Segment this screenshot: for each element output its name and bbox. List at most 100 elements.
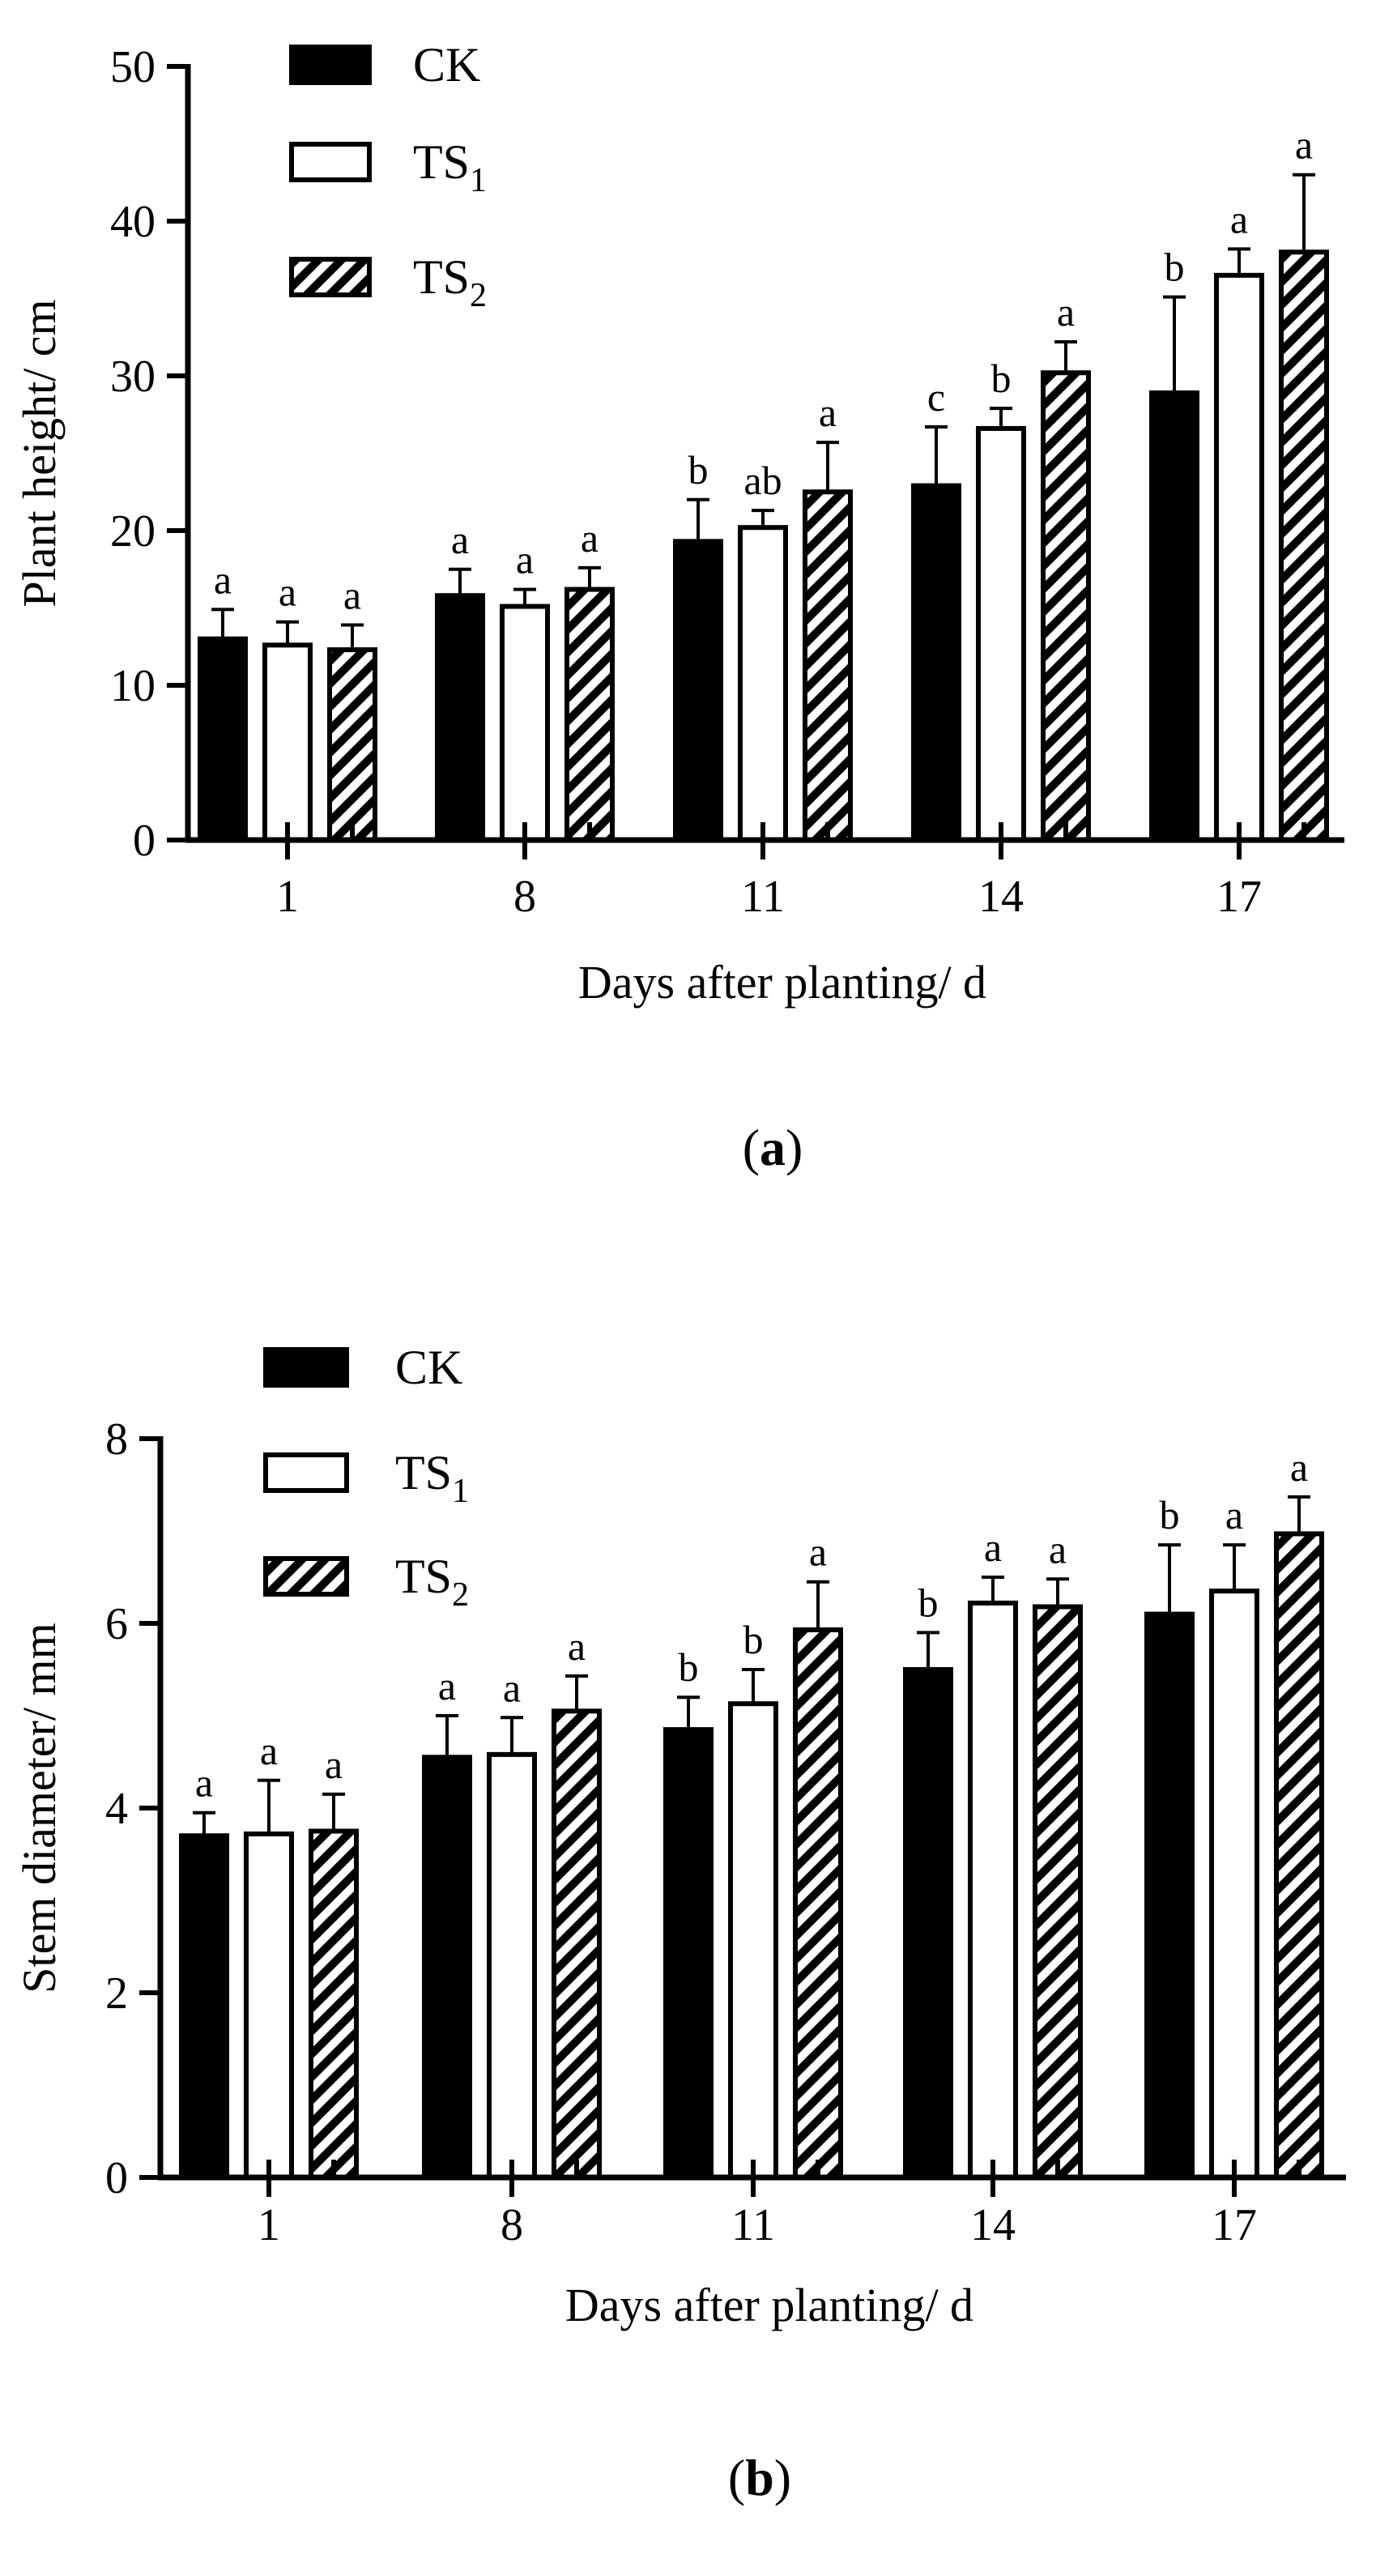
panel-label-letter: b [745,2449,774,2506]
significance-letter: a [568,1623,586,1669]
bar-CK-day-11 [663,1727,714,2181]
legend-swatch-TS1 [263,1452,349,1493]
significance-letter: b [1160,1492,1180,1537]
significance-letter: a [438,1663,456,1708]
bar-TS2-day-8 [564,586,615,843]
bar-TS2-day-17 [1274,1531,1324,2181]
x-tick-label: 8 [501,2200,523,2250]
legend-label-CK: CK [395,1341,462,1394]
bar-TS1-day-8 [487,1751,537,2180]
significance-letter: a [260,1728,278,1773]
legend-label-TS1: TS1 [395,1446,469,1510]
bar-CK-day-17 [1149,390,1199,842]
panel-label: (a) [743,1119,803,1176]
x-tick-label: 11 [731,2200,775,2250]
bar-CK-day-17 [1144,1611,1195,2180]
significance-letter: a [1049,1526,1067,1572]
significance-letter: a [214,557,232,602]
significance-letter: a [451,517,469,562]
bar-TS2-day-17 [1279,249,1329,842]
x-tick-label: 11 [741,872,785,922]
legend-swatch-TS1 [289,142,372,182]
y-tick-label: 50 [110,42,155,92]
x-tick-label: 14 [970,2200,1016,2250]
bar-TS2-day-1 [327,647,377,842]
bar-TS1-day-17 [1214,272,1264,843]
significance-letter: b [679,1644,699,1690]
significance-letter: b [918,1580,939,1625]
significance-letter: b [688,447,709,493]
bar-TS2-day-1 [309,1828,359,2180]
legend-label-TS2: TS2 [395,1550,469,1614]
significance-letter: a [819,390,837,435]
significance-letter: a [581,515,599,561]
significance-letter: a [1230,196,1248,241]
bar-TS2-day-8 [552,1708,602,2181]
significance-letter: b [743,1617,764,1662]
significance-letter: a [195,1760,213,1806]
panel-label-letter: a [760,1119,786,1176]
bar-CK-day-14 [903,1667,953,2180]
bar-TS1-day-8 [500,603,550,843]
y-tick-label: 40 [110,197,155,247]
y-axis-title: Plant height/ cm [13,299,66,607]
y-axis-title: Stem diameter/ mm [13,1623,66,1993]
bar-TS1-day-1 [262,642,313,843]
significance-letter: a [1295,122,1313,168]
bar-TS1-day-1 [244,1831,294,2180]
x-axis-title: Days after planting/ d [578,956,986,1009]
legend-subscript: 1 [452,1473,469,1510]
bar-TS2-day-11 [803,489,853,842]
bar-CK-day-14 [911,483,961,842]
x-tick-label: 17 [1216,872,1262,922]
significance-letter: b [1165,245,1185,290]
bar-TS1-day-11 [738,525,788,842]
bar-CK-day-8 [435,593,485,842]
legend-swatch-TS2 [289,257,372,297]
legend-swatch-CK [289,45,372,85]
legend-label-CK: CK [413,38,480,92]
legend-label-TS2: TS2 [413,250,487,314]
significance-letter: a [809,1529,827,1575]
bar-TS1-day-14 [968,1600,1018,2181]
x-tick-label: 14 [978,872,1024,922]
legend-label-TS1: TS1 [413,135,487,199]
y-tick-label: 6 [105,1599,128,1649]
significance-letter: a [503,1665,521,1710]
y-tick-label: 20 [110,506,155,557]
bar-CK-day-11 [673,539,723,842]
bar-TS2-day-14 [1033,1604,1083,2180]
y-tick-label: 2 [105,1968,128,2019]
significance-letter: a [1225,1492,1243,1537]
y-tick-label: 0 [133,816,155,866]
significance-letter: a [1057,289,1075,335]
bar-TS1-day-17 [1209,1589,1259,2180]
legend-subscript: 1 [470,162,487,199]
bar-CK-day-1 [179,1833,229,2180]
y-tick-label: 8 [105,1414,128,1465]
y-tick-label: 0 [105,2153,128,2203]
significance-letter: a [343,573,361,618]
legend-swatch-CK [263,1347,349,1388]
legend-swatch-TS2 [263,1556,349,1597]
bar-TS1-day-14 [976,425,1026,842]
significance-letter: a [325,1742,343,1787]
x-tick-label: 17 [1212,2200,1257,2250]
significance-letter: a [279,569,296,615]
y-tick-label: 4 [105,1784,128,1834]
bar-CK-day-1 [198,636,248,843]
bar-TS2-day-11 [793,1627,843,2180]
legend-subscript: 2 [452,1576,469,1614]
panel-label: (b) [728,2449,791,2506]
x-tick-label: 1 [276,872,299,922]
significance-letter: a [516,537,534,582]
bar-TS1-day-11 [728,1701,778,2180]
bar-CK-day-8 [422,1755,472,2181]
legend-subscript: 2 [470,277,487,314]
significance-letter: a [1290,1444,1308,1490]
x-tick-label: 1 [258,2200,280,2250]
x-axis-title: Days after planting/ d [565,2279,973,2331]
